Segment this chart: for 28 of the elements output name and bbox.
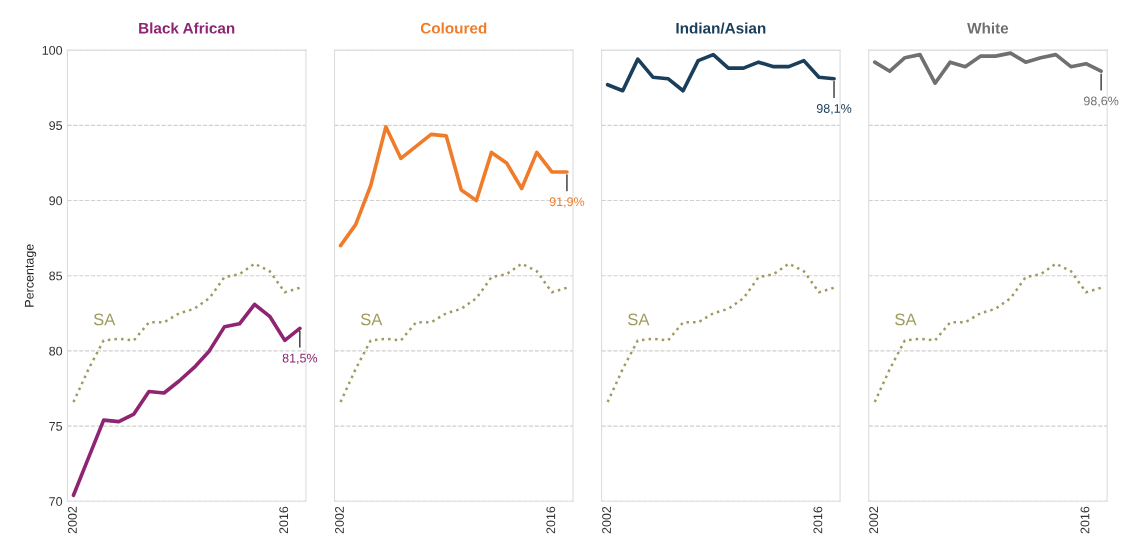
x-tick-label: 2016 — [813, 506, 823, 534]
chart-title: White — [967, 22, 1009, 34]
y-tick-label: 70 — [49, 497, 63, 506]
x-tick-label: 2002 — [602, 506, 611, 534]
y-tick-label: 80 — [49, 346, 63, 356]
x-tick-label: 2002 — [869, 506, 879, 534]
y-tick-label: 95 — [49, 121, 63, 130]
x-tick-label: 2002 — [67, 506, 77, 534]
y-tick-label: 90 — [49, 196, 63, 206]
y-axis-title: Percentage — [24, 244, 37, 307]
y-tick-label: 85 — [49, 271, 63, 281]
series-label: SA — [360, 313, 383, 326]
annotation: 81,5% — [282, 353, 318, 365]
y-tick-label: 75 — [49, 422, 63, 431]
annotation: 98,6% — [1083, 96, 1119, 107]
x-tick-label: 2016 — [279, 506, 289, 534]
y-tick-label: 100 — [42, 45, 63, 55]
chart-title: Indian/Asian — [676, 22, 766, 34]
x-tick-label: 2002 — [335, 506, 344, 534]
chart-title: Coloured — [420, 22, 487, 34]
series-label: SA — [628, 313, 650, 326]
annotation: 98,1% — [816, 104, 852, 115]
series-label: SA — [895, 313, 917, 326]
chart-title: Black African — [139, 22, 235, 34]
x-tick-label: 2016 — [1080, 506, 1090, 534]
x-tick-label: 2016 — [546, 506, 556, 534]
annotation: 91,9% — [549, 197, 585, 208]
series-label: SA — [93, 313, 116, 326]
